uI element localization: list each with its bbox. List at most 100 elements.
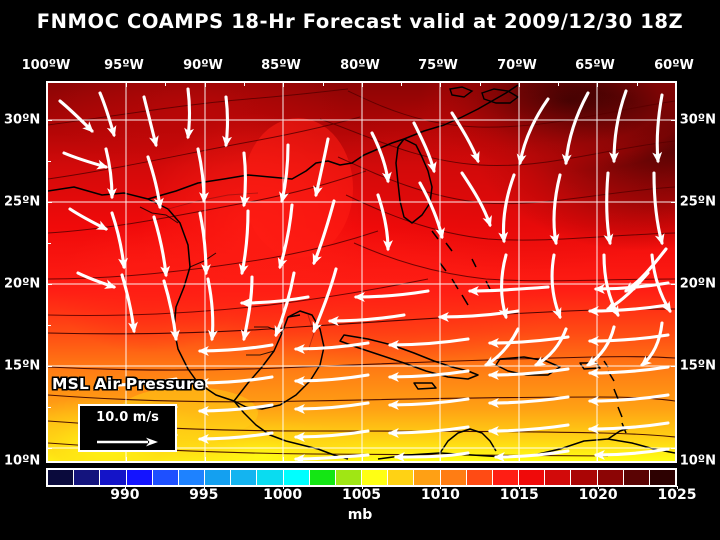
frame-tick — [671, 448, 675, 449]
colorbar-swatch[interactable] — [388, 470, 415, 485]
frame-tick — [48, 407, 51, 408]
colorbar-tick-mark — [519, 486, 521, 489]
frame-tick — [558, 83, 559, 86]
frame-tick — [48, 202, 52, 203]
colorbar-swatch[interactable] — [597, 470, 624, 485]
lon-tick-label: 65ºW — [575, 58, 615, 73]
colorbar-swatch[interactable] — [74, 470, 101, 485]
wind-scale-legend: 10.0 m/s — [78, 404, 177, 452]
page-title: FNMOC COAMPS 18-Hr Forecast valid at 200… — [36, 10, 684, 33]
colorbar-tick-mark — [598, 486, 600, 489]
frame-tick — [519, 457, 520, 461]
frame-tick — [126, 83, 127, 87]
wind-scale-value: 10.0 m/s — [96, 410, 159, 425]
lon-tick-label: 70ºW — [497, 58, 537, 73]
wind-vector-field — [58, 87, 672, 461]
lat-tick-label-right: 10ºN — [679, 453, 716, 469]
frame-tick — [671, 284, 675, 285]
lat-tick-label-right: 15ºN — [679, 358, 716, 374]
colorbar-swatch[interactable] — [623, 470, 650, 485]
frame-tick — [519, 83, 520, 87]
lat-tick-label: 15ºN — [4, 358, 41, 374]
lon-tick-label: 95ºW — [104, 58, 144, 73]
frame-tick — [283, 457, 284, 461]
colorbar-swatch[interactable] — [309, 470, 336, 485]
lon-tick-label: 85ºW — [261, 58, 301, 73]
colorbar-swatch[interactable] — [205, 470, 232, 485]
colorbar-swatch[interactable] — [100, 470, 127, 485]
colorbar-swatch[interactable] — [362, 470, 389, 485]
colorbar-swatch[interactable] — [414, 470, 441, 485]
colorbar-swatch[interactable] — [48, 470, 75, 485]
lon-tick-label: 100ºW — [21, 58, 71, 73]
colorbar-swatch[interactable] — [545, 470, 572, 485]
colorbar-swatch[interactable] — [466, 470, 493, 485]
frame-tick — [401, 83, 402, 86]
frame-tick — [671, 366, 675, 367]
frame-tick — [671, 202, 675, 203]
colorbar[interactable] — [46, 468, 677, 487]
colorbar-unit-label: mb — [347, 507, 373, 523]
lat-tick-label: 30ºN — [4, 112, 41, 128]
lat-tick-label: 20ºN — [4, 276, 41, 292]
field-label: MSL Air Pressure — [52, 375, 205, 393]
colorbar-swatch[interactable] — [649, 470, 676, 485]
frame-tick — [283, 83, 284, 87]
colorbar-tick-mark — [677, 486, 678, 489]
lon-tick-label: 80ºW — [340, 58, 380, 73]
frame-tick — [165, 83, 166, 86]
frame-tick — [48, 161, 51, 162]
lat-tick-label-right: 25ºN — [679, 194, 716, 210]
frame-tick — [440, 83, 441, 87]
mslp-heatmap — [48, 83, 675, 461]
frame-tick — [48, 325, 51, 326]
frame-tick — [48, 366, 52, 367]
colorbar-swatch[interactable] — [178, 470, 206, 485]
frame-tick — [205, 457, 206, 461]
colorbar-ticks: 990 995 1000 1005 1010 1015 1020 1025 — [46, 486, 696, 507]
colorbar-tick-label: 1005 — [342, 487, 381, 503]
frame-tick — [440, 457, 441, 461]
frame-tick — [362, 83, 363, 87]
frame-tick — [597, 83, 598, 87]
colorbar-swatch[interactable] — [440, 470, 467, 485]
frame-tick — [48, 243, 51, 244]
map-panel[interactable] — [46, 81, 677, 463]
frame-tick — [126, 457, 127, 461]
colorbar-swatch[interactable] — [257, 470, 284, 485]
lat-tick-label: 10ºN — [4, 453, 41, 469]
colorbar-swatch[interactable] — [492, 470, 520, 485]
colorbar-tick-label: 990 — [110, 487, 140, 503]
colorbar-swatch[interactable] — [519, 470, 546, 485]
frame-tick — [597, 457, 598, 461]
colorbar-swatch[interactable] — [283, 470, 310, 485]
colorbar-swatch[interactable] — [335, 470, 363, 485]
colorbar-tick-mark — [440, 486, 442, 489]
frame-tick — [480, 83, 481, 86]
frame-tick — [48, 448, 52, 449]
colorbar-tick-label: 1015 — [499, 487, 539, 503]
colorbar-swatch[interactable] — [571, 470, 598, 485]
frame-tick — [48, 284, 52, 285]
colorbar-tick-label: 1010 — [420, 487, 460, 503]
frame-tick — [323, 83, 324, 86]
colorbar-swatch[interactable] — [126, 470, 153, 485]
frame-tick — [637, 83, 638, 86]
frame-tick — [244, 83, 245, 86]
colorbar-tick-label: 1000 — [263, 487, 303, 503]
colorbar-tick-mark — [124, 486, 126, 489]
lat-tick-label: 25ºN — [4, 194, 41, 210]
frame-tick — [671, 120, 675, 121]
lon-tick-label: 90ºW — [183, 58, 223, 73]
lat-tick-label-right: 20ºN — [679, 276, 716, 292]
frame-tick — [48, 120, 52, 121]
colorbar-swatch[interactable] — [152, 470, 179, 485]
colorbar-tick-mark — [203, 486, 205, 489]
arrow-right-icon — [97, 437, 158, 447]
colorbar-tick-label: 995 — [189, 487, 219, 503]
colorbar-swatch[interactable] — [231, 470, 258, 485]
colorbar-tick-label: 1025 — [657, 487, 697, 503]
colorbar-tick-mark — [282, 486, 284, 489]
lon-tick-label: 75ºW — [418, 58, 458, 73]
